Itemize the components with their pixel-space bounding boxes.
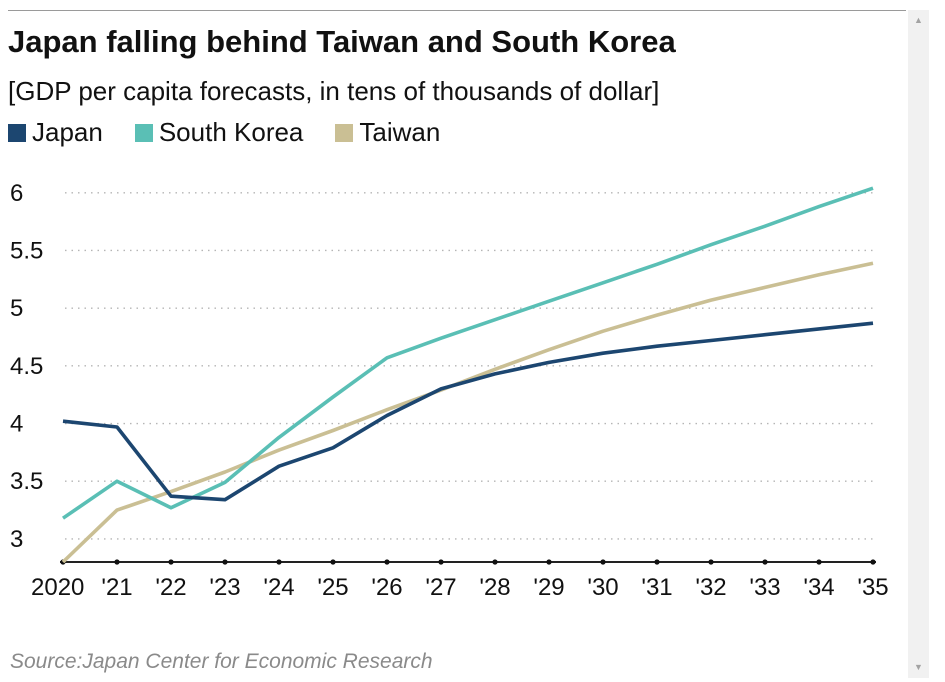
legend-label-taiwan: Taiwan	[359, 117, 441, 147]
x-tick-mark	[546, 559, 552, 565]
x-tick-label: '27	[425, 574, 456, 601]
y-tick-label: 3.5	[10, 468, 43, 495]
legend-swatch-south-korea	[134, 123, 153, 142]
x-tick-label: '31	[641, 574, 672, 601]
x-tick-mark	[600, 559, 606, 565]
x-tick-label: '34	[803, 574, 834, 601]
x-tick-label: '25	[317, 574, 348, 601]
source-note: Source:Japan Center for Economic Researc…	[10, 650, 433, 673]
x-tick-label: '33	[749, 574, 780, 601]
x-tick-label: '28	[479, 574, 510, 601]
x-tick-mark	[384, 559, 390, 565]
x-tick-label: 2020	[31, 574, 84, 601]
scroll-down-arrow-icon[interactable]: ▼	[914, 662, 923, 672]
legend: Japan South Korea Taiwan	[8, 117, 472, 148]
x-tick-label: '29	[533, 574, 564, 601]
vertical-scrollbar[interactable]: ▲ ▼	[908, 10, 929, 678]
series-line-japan	[62, 321, 874, 502]
x-tick-mark	[816, 559, 822, 565]
x-tick-mark	[870, 559, 876, 565]
legend-item-taiwan: Taiwan	[335, 117, 440, 148]
legend-item-japan: Japan	[8, 117, 103, 148]
line-chart: 3 3.5 4 4.5 5 5.5 6 2020 '21 '22 '23 '24 '25 '26 '27 '2…	[10, 180, 889, 601]
y-tick-label: 3	[10, 526, 23, 553]
y-tick-label: 6	[10, 180, 23, 207]
x-tick-label: '21	[101, 574, 132, 601]
x-tick-label: '23	[209, 574, 240, 601]
chart-subtitle: [GDP per capita forecasts, in tens of th…	[8, 76, 660, 106]
legend-swatch-taiwan	[335, 123, 354, 142]
x-tick-mark	[276, 559, 282, 565]
scroll-up-arrow-icon[interactable]: ▲	[914, 15, 923, 25]
x-tick-mark	[708, 559, 714, 565]
x-tick-mark	[330, 559, 336, 565]
x-tick-mark	[222, 559, 228, 565]
y-tick-label: 5.5	[10, 237, 43, 264]
x-tick-mark	[438, 559, 444, 565]
top-divider	[8, 10, 906, 11]
chart-title: Japan falling behind Taiwan and South Ko…	[8, 24, 676, 59]
x-tick-mark	[654, 559, 660, 565]
x-tick-mark	[762, 559, 768, 565]
y-tick-label: 5	[10, 295, 23, 322]
series-line-south-korea	[61, 186, 874, 520]
x-tick-label: '35	[857, 574, 888, 601]
legend-swatch-japan	[8, 123, 26, 142]
x-tick-label: '32	[695, 574, 726, 601]
x-tick-mark	[168, 559, 174, 565]
legend-label-south-korea: South Korea	[158, 117, 304, 147]
legend-item-south-korea: South Korea	[134, 117, 304, 148]
y-tick-label: 4.5	[10, 353, 43, 380]
x-tick-label: '30	[587, 574, 618, 601]
y-tick-label: 4	[10, 411, 23, 438]
x-tick-mark	[492, 559, 498, 565]
legend-label-japan: Japan	[32, 117, 103, 147]
x-tick-label: '24	[263, 574, 294, 601]
x-tick-mark	[114, 559, 120, 565]
x-tick-label: '26	[371, 574, 402, 601]
x-tick-label: '22	[155, 574, 186, 601]
